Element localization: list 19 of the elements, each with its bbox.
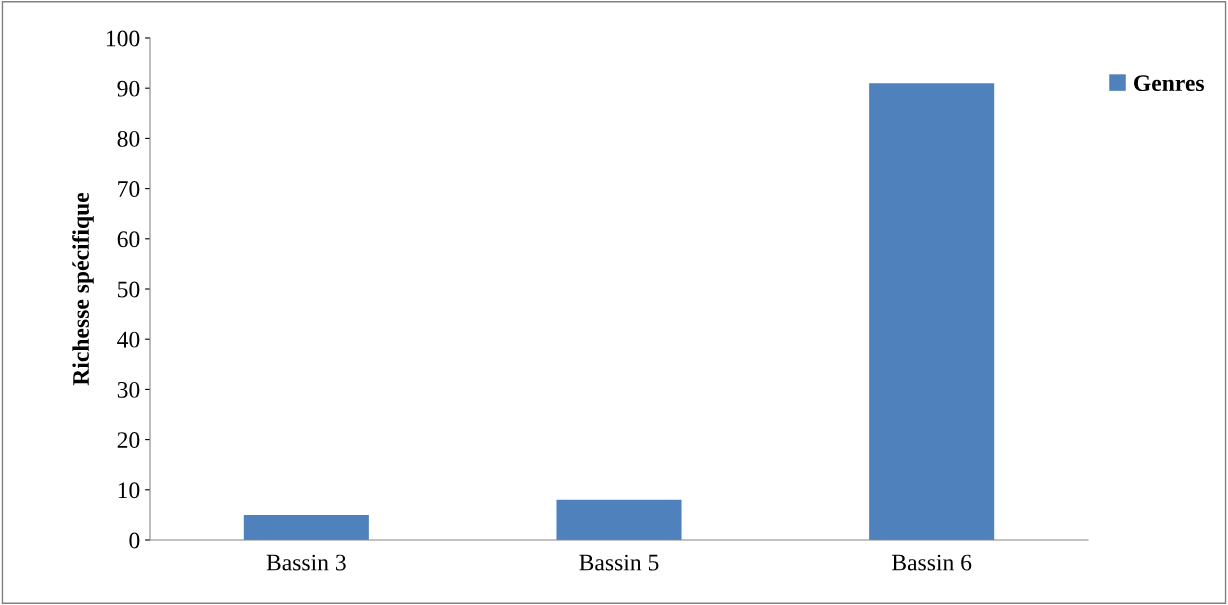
x-tick-label: Bassin 6 — [892, 554, 972, 571]
y-tick-label: 60 — [117, 231, 140, 248]
y-tick-label: 20 — [117, 432, 140, 449]
y-tick-label: 40 — [117, 331, 140, 348]
x-tick-label: Bassin 3 — [266, 554, 346, 571]
y-tick-label: 50 — [118, 281, 140, 298]
y-tick-label: 10 — [118, 482, 140, 499]
legend-label: Genres — [1134, 75, 1204, 92]
x-tick-label: Bassin 5 — [579, 554, 659, 571]
y-tick-label: 70 — [118, 181, 140, 198]
bar — [556, 499, 682, 540]
y-tick-label: 30 — [117, 381, 140, 398]
bar — [869, 83, 995, 540]
y-axis-title: Richesse spécifique — [72, 192, 94, 386]
y-tick-label: 90 — [117, 80, 140, 97]
y-tick-label: 0 — [129, 532, 140, 549]
y-tick-label: 80 — [117, 130, 140, 147]
y-tick-label: 100 — [106, 30, 140, 47]
bar — [243, 514, 369, 540]
